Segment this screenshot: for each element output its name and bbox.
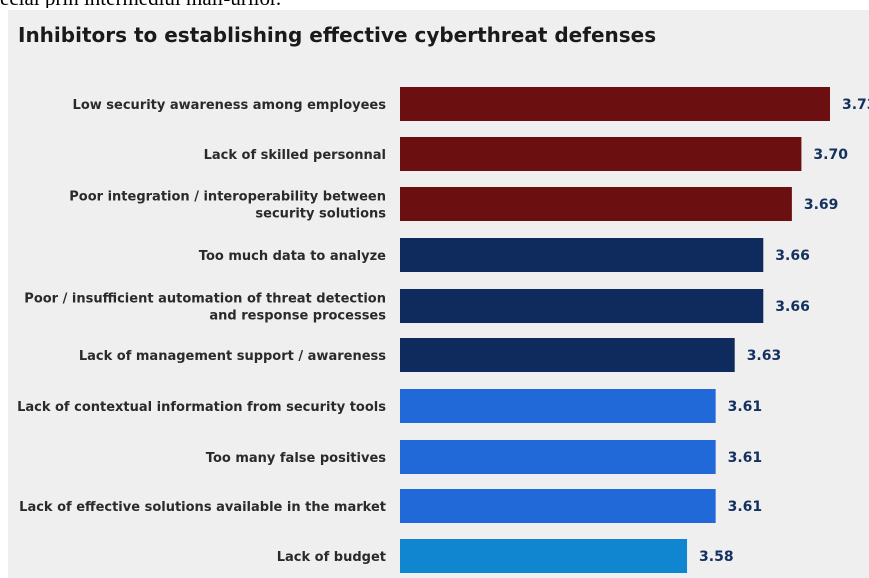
category-label-4: Too much data to analyze (199, 249, 386, 264)
category-labels-group: Low security awareness among employees La… (17, 98, 386, 565)
value-labels-group: 3.73 3.70 3.69 3.66 3.66 3.63 3.61 3.61 3.61 3.58 (699, 97, 869, 565)
value-label-2: 3.70 (813, 147, 848, 163)
bar-5 (400, 289, 764, 323)
bar-1 (400, 87, 830, 121)
category-label-3: Poor integration / interoperability betw… (69, 190, 386, 222)
bar-2 (400, 137, 802, 171)
category-label-9: Lack of effective solutions available in… (19, 500, 386, 515)
value-label-8: 3.61 (728, 450, 763, 466)
category-label-8: Too many false positives (206, 451, 386, 466)
bar-10 (400, 539, 688, 573)
category-label-10: Lack of budget (277, 550, 386, 565)
bar-3 (400, 187, 792, 221)
bar-7 (400, 389, 716, 423)
category-label-7: Lack of contextual information from secu… (17, 400, 386, 415)
category-label-1: Low security awareness among employees (73, 98, 387, 113)
category-label-5: Poor / insufficient automation of threat… (24, 292, 386, 324)
bars-group (400, 87, 830, 573)
bar-9 (400, 489, 716, 523)
bar-4 (400, 238, 764, 272)
value-label-3: 3.69 (804, 197, 839, 213)
chart-title: Inhibitors to establishing effective cyb… (18, 23, 657, 47)
value-label-6: 3.63 (747, 348, 782, 364)
category-label-2: Lack of skilled personnal (204, 148, 386, 163)
page-caption-text: ecial prin intermediul mail-urilor. (0, 0, 869, 8)
bar-8 (400, 440, 716, 474)
value-label-1: 3.73 (842, 97, 869, 113)
value-label-10: 3.58 (699, 549, 734, 565)
value-label-4: 3.66 (775, 248, 810, 264)
bar-6 (400, 338, 735, 372)
category-label-6: Lack of management support / awareness (79, 349, 386, 364)
value-label-5: 3.66 (775, 299, 810, 315)
value-label-9: 3.61 (728, 499, 763, 515)
value-label-7: 3.61 (728, 399, 763, 415)
